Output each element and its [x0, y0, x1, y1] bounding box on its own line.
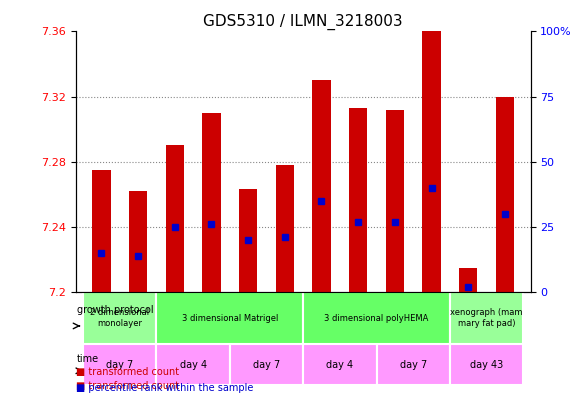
Text: growth protocol: growth protocol [76, 305, 153, 315]
FancyBboxPatch shape [377, 344, 450, 385]
Bar [166, 145, 184, 292]
FancyBboxPatch shape [156, 292, 303, 344]
Text: day 7: day 7 [399, 360, 427, 370]
Text: xenograph (mam
mary fat pad): xenograph (mam mary fat pad) [450, 309, 523, 328]
Text: 2 dimensional
monolayer: 2 dimensional monolayer [90, 309, 149, 328]
Text: ■ transformed count: ■ transformed count [76, 381, 179, 391]
Bar [92, 170, 111, 292]
Bar [422, 31, 441, 292]
Text: 3 dimensional Matrigel: 3 dimensional Matrigel [182, 314, 278, 323]
FancyBboxPatch shape [83, 344, 156, 385]
Text: 3 dimensional polyHEMA: 3 dimensional polyHEMA [324, 314, 429, 323]
FancyBboxPatch shape [156, 344, 230, 385]
Text: day 4: day 4 [326, 360, 353, 370]
Title: GDS5310 / ILMN_3218003: GDS5310 / ILMN_3218003 [203, 14, 403, 30]
Bar [349, 108, 367, 292]
FancyBboxPatch shape [230, 344, 303, 385]
Text: ■ percentile rank within the sample: ■ percentile rank within the sample [76, 383, 253, 393]
Bar [386, 110, 404, 292]
Bar [312, 80, 331, 292]
FancyBboxPatch shape [303, 292, 450, 344]
FancyBboxPatch shape [83, 292, 156, 344]
Bar [276, 165, 294, 292]
Bar [496, 97, 514, 292]
Text: day 43: day 43 [470, 360, 503, 370]
Text: day 4: day 4 [180, 360, 207, 370]
Bar [239, 189, 257, 292]
Text: time: time [76, 354, 99, 364]
Bar [202, 113, 220, 292]
Bar [459, 268, 477, 292]
FancyBboxPatch shape [450, 292, 523, 344]
Text: day 7: day 7 [253, 360, 280, 370]
Text: ■ transformed count: ■ transformed count [76, 367, 179, 377]
Bar [129, 191, 147, 292]
Text: day 7: day 7 [106, 360, 134, 370]
FancyBboxPatch shape [450, 344, 523, 385]
FancyBboxPatch shape [303, 344, 377, 385]
